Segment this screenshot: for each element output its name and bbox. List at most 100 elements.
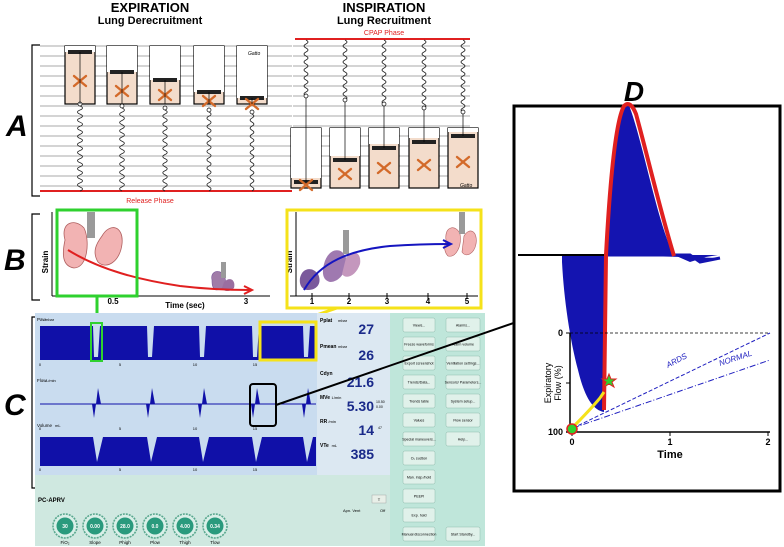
panel-d-letter: D	[624, 76, 644, 107]
menu-right-button[interactable]	[445, 526, 481, 542]
menu-left-button[interactable]	[402, 469, 436, 485]
waveform-axis-ticks: 0 5 10 15 0 5 10 15 0 5 10 15	[39, 362, 258, 472]
flow-unit: L/min	[46, 378, 56, 383]
spring-coil	[162, 109, 168, 192]
panel-c-letter: C	[4, 389, 27, 422]
knob-label: Plow	[150, 540, 161, 545]
pressure-arrow	[455, 155, 465, 164]
spring-coil	[77, 105, 83, 192]
waveforms	[40, 326, 316, 466]
x-tick-label: 2	[765, 437, 770, 447]
menu-right-button[interactable]	[445, 336, 481, 352]
menu-right-button[interactable]	[445, 431, 481, 447]
left-trachea	[87, 212, 95, 238]
spring-coil	[249, 113, 255, 192]
waveform-tick-label: 15	[253, 362, 258, 367]
menu-left-button[interactable]	[402, 374, 436, 390]
menu-left-button[interactable]	[402, 526, 436, 542]
release-phase-label: Release Phase	[126, 198, 174, 205]
knob-face[interactable]	[146, 517, 164, 535]
knob-face[interactable]	[116, 517, 134, 535]
menu-left-button[interactable]	[402, 507, 436, 523]
recruitment-arrowhead	[442, 239, 454, 249]
zoom-connector	[275, 317, 529, 406]
waveform-tick-label: 5	[119, 426, 122, 431]
inflating-lungs	[299, 212, 477, 290]
menu-left-button[interactable]	[402, 450, 436, 466]
menu-right-button[interactable]	[445, 393, 481, 409]
pressure-arrow	[416, 158, 426, 167]
spring-anchor	[206, 107, 212, 113]
menu-right-label: Help...	[458, 438, 468, 442]
ards-slope-line	[572, 332, 771, 429]
knob-face[interactable]	[56, 517, 74, 535]
menu-area	[390, 313, 485, 546]
left-tick-0: 0.5	[107, 297, 119, 306]
pressure-arrow	[163, 88, 173, 97]
artist-credit-insp: Gatto	[460, 183, 472, 189]
start-point-marker	[566, 423, 578, 435]
pressure-arrow	[337, 172, 347, 181]
menu-left-button[interactable]	[402, 317, 436, 333]
menu-left-button[interactable]	[402, 488, 436, 504]
menu-left-button[interactable]	[402, 393, 436, 409]
menu-left-button[interactable]	[402, 431, 436, 447]
menu-left-label: PEEPi	[414, 495, 425, 499]
mode-label: PC-APRV	[38, 498, 65, 504]
collapsed-trachea	[221, 262, 226, 278]
pressure-arrow	[201, 99, 211, 108]
volume-waveform	[40, 437, 316, 466]
menu-left-label: Special maneuvers...	[402, 438, 436, 442]
waveform-tick-label: 5	[119, 362, 122, 367]
menu-left-label: O₂ suction	[411, 457, 428, 461]
menu-left-button[interactable]	[402, 412, 436, 428]
mode-info-button[interactable]	[371, 494, 387, 504]
menu-right-button[interactable]	[445, 317, 481, 333]
yellow-highlight-box-b	[285, 208, 483, 310]
pressure-arrow	[157, 93, 167, 102]
menu-right-button[interactable]	[445, 412, 481, 428]
knob-face[interactable]	[206, 517, 224, 535]
knob-face[interactable]	[176, 517, 194, 535]
reading-unit: /min	[328, 419, 336, 424]
menu-right-column: Alarms... Alarm volume Ventilation setting…	[445, 317, 481, 542]
collapsed-right-lung	[222, 279, 235, 291]
knob-value: 30	[62, 524, 68, 530]
menu-right-label: Alarm volume	[452, 343, 474, 347]
flow-inspiratory-spike	[150, 388, 155, 404]
spring-coil	[119, 107, 125, 192]
y-tick-label: 0	[558, 328, 563, 338]
flow-expiratory-spike	[198, 404, 202, 418]
inset-ticks: 0 100 0 1 2	[548, 328, 771, 447]
spring-anchor	[342, 97, 348, 103]
flow-inspiratory-spike	[306, 388, 311, 404]
flow-expiratory-spike	[92, 404, 96, 418]
menu-right-button[interactable]	[445, 355, 481, 371]
menu-right-label: Alarms...	[456, 324, 470, 328]
flow-inspiratory-spike	[202, 388, 207, 404]
pressure-arrow	[72, 79, 82, 88]
flow-inspiratory-spike	[255, 388, 260, 404]
reading-value: 385	[351, 446, 375, 462]
menu-right-button[interactable]	[445, 374, 481, 390]
flow-inspiratory-spike	[96, 388, 101, 404]
panel-b-bracket	[31, 213, 40, 301]
apnea-vent-value: Off	[380, 508, 386, 513]
menu-left-label: Trends table	[409, 400, 429, 404]
reading-label: VTe	[320, 443, 329, 449]
exp-empty-space	[107, 46, 137, 72]
paw-label: Paw	[37, 317, 47, 322]
paw-waveform	[40, 326, 316, 360]
waveform-tick-label: 5	[119, 467, 122, 472]
knob-face[interactable]	[86, 517, 104, 535]
pressure-arrow	[422, 163, 432, 172]
waveform-tick-label: 10	[193, 362, 198, 367]
inspiration-subtitle: Lung Recruitment	[337, 15, 431, 27]
menu-left-button[interactable]	[402, 336, 436, 352]
pressure-arrow	[382, 161, 392, 170]
pressure-arrow	[157, 88, 167, 97]
pressure-arrow	[250, 97, 260, 106]
inspiration-title: INSPIRATION	[343, 0, 426, 15]
expiration-title: EXPIRATION	[111, 0, 190, 15]
